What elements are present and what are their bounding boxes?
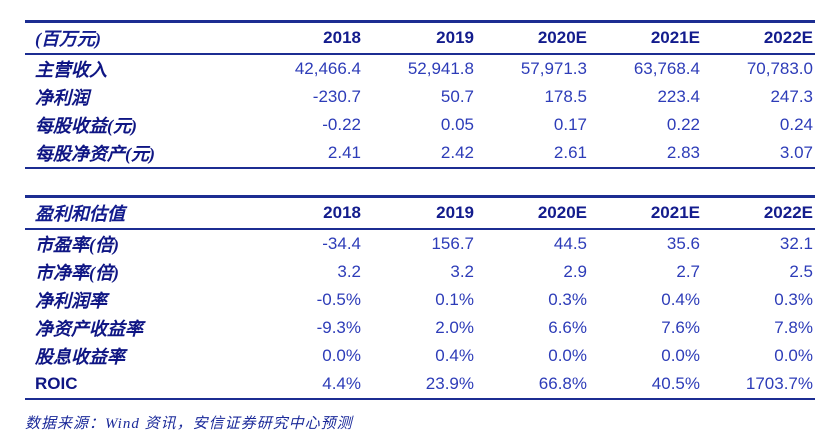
table-row: 净资产收益率 -9.3% 2.0% 6.6% 7.6% 7.8%: [25, 314, 815, 342]
cell-value: 0.0%: [322, 346, 361, 365]
cell-value: 0.0%: [774, 346, 813, 365]
row-label: 每股净资产(元): [35, 144, 155, 164]
table-row: ROIC 4.4% 23.9% 66.8% 40.5% 1703.7%: [25, 370, 815, 399]
cell-value: 0.05: [440, 115, 474, 134]
cell-value: 35.6: [666, 234, 700, 253]
cell-value: 0.4%: [435, 346, 474, 365]
valuation-table: 盈利和估值 2018 2019 2020E 2021E 2022E 市盈率(倍) -34.4…: [25, 195, 815, 400]
table-title-cell: (百万元): [35, 29, 101, 49]
table-row: 市盈率(倍) -34.4 156.7 44.5 35.6 32.1: [25, 229, 815, 258]
cell-value: 2.83: [666, 143, 700, 162]
year-header-cell: 2019: [436, 203, 474, 222]
cell-value: -0.5%: [316, 290, 361, 309]
cell-value: 2.41: [327, 143, 361, 162]
cell-value: -34.4: [322, 234, 361, 253]
year-header-cell: 2019: [436, 28, 474, 47]
table-row: 股息收益率 0.0% 0.4% 0.0% 0.0% 0.0%: [25, 342, 815, 370]
cell-value: 23.9%: [425, 374, 474, 393]
table-row: 每股收益(元) -0.22 0.05 0.17 0.22 0.24: [25, 111, 815, 139]
cell-value: 2.42: [440, 143, 474, 162]
income-forecast-table: (百万元) 2018 2019 2020E 2021E 2022E 主营收入 42,466.…: [25, 20, 815, 169]
cell-value: 0.3%: [774, 290, 813, 309]
table-row: 净利润率 -0.5% 0.1% 0.3% 0.4% 0.3%: [25, 286, 815, 314]
data-source-note: 数据来源：Wind 资讯，安信证券研究中心预测: [25, 416, 353, 432]
cell-value: 57,971.3: [520, 59, 587, 78]
year-header-cell: 2022E: [763, 203, 813, 222]
year-header-cell: 2021E: [650, 28, 700, 47]
cell-value: 223.4: [657, 87, 700, 106]
year-header-cell: 2021E: [650, 203, 700, 222]
cell-value: 178.5: [544, 87, 587, 106]
table-row: 每股净资产(元) 2.41 2.42 2.61 2.83 3.07: [25, 139, 815, 168]
year-header-cell: 2018: [323, 203, 361, 222]
cell-value: 6.6%: [548, 318, 587, 337]
cell-value: 4.4%: [322, 374, 361, 393]
cell-value: 3.2: [450, 262, 474, 281]
cell-value: -9.3%: [316, 318, 361, 337]
cell-value: 2.61: [553, 143, 587, 162]
cell-value: 42,466.4: [294, 59, 361, 78]
cell-value: 0.24: [779, 115, 813, 134]
year-header-cell: 2022E: [763, 28, 813, 47]
cell-value: -230.7: [312, 87, 361, 106]
cell-value: 0.0%: [661, 346, 700, 365]
row-label: ROIC: [35, 374, 78, 393]
year-header-cell: 2020E: [537, 203, 587, 222]
cell-value: 0.0%: [548, 346, 587, 365]
cell-value: 1703.7%: [745, 374, 813, 393]
cell-value: 2.5: [789, 262, 813, 281]
table-row: 市净率(倍) 3.2 3.2 2.9 2.7 2.5: [25, 258, 815, 286]
cell-value: 2.7: [676, 262, 700, 281]
cell-value: 247.3: [770, 87, 813, 106]
row-label: 股息收益率: [35, 347, 125, 367]
cell-value: 0.17: [553, 115, 587, 134]
cell-value: 7.8%: [774, 318, 813, 337]
table-row: 主营收入 42,466.4 52,941.8 57,971.3 63,768.4 70,7…: [25, 54, 815, 83]
year-header-cell: 2020E: [537, 28, 587, 47]
cell-value: 3.07: [779, 143, 813, 162]
cell-value: 0.22: [666, 115, 700, 134]
table-row: 净利润 -230.7 50.7 178.5 223.4 247.3: [25, 83, 815, 111]
cell-value: 44.5: [553, 234, 587, 253]
row-label: 市盈率(倍): [35, 235, 119, 255]
cell-value: 63,768.4: [633, 59, 700, 78]
cell-value: 0.3%: [548, 290, 587, 309]
cell-value: 32.1: [779, 234, 813, 253]
table-header-row: 盈利和估值 2018 2019 2020E 2021E 2022E: [25, 197, 815, 229]
row-label: 主营收入: [35, 60, 107, 80]
row-label: 净利润率: [35, 291, 107, 311]
row-label: 市净率(倍): [35, 263, 119, 283]
cell-value: 156.7: [431, 234, 474, 253]
row-label: 净资产收益率: [35, 319, 143, 339]
cell-value: 2.0%: [435, 318, 474, 337]
cell-value: 7.6%: [661, 318, 700, 337]
cell-value: 0.1%: [435, 290, 474, 309]
table-title-cell: 盈利和估值: [35, 204, 125, 224]
cell-value: 40.5%: [651, 374, 700, 393]
cell-value: -0.22: [322, 115, 361, 134]
cell-value: 0.4%: [661, 290, 700, 309]
cell-value: 52,941.8: [407, 59, 474, 78]
cell-value: 70,783.0: [746, 59, 813, 78]
cell-value: 50.7: [440, 87, 474, 106]
row-label: 每股收益(元): [35, 116, 137, 136]
cell-value: 3.2: [337, 262, 361, 281]
year-header-cell: 2018: [323, 28, 361, 47]
cell-value: 66.8%: [538, 374, 587, 393]
row-label: 净利润: [35, 88, 89, 108]
table-header-row: (百万元) 2018 2019 2020E 2021E 2022E: [25, 22, 815, 54]
cell-value: 2.9: [563, 262, 587, 281]
